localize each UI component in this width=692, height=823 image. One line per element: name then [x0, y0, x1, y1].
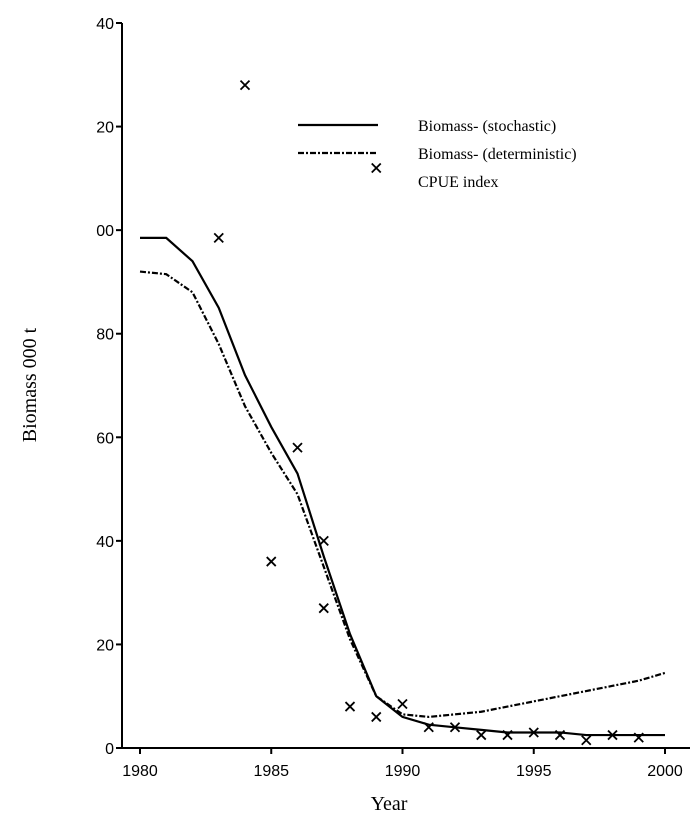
cpue-marker: [554, 729, 566, 741]
cpue-marker: [423, 722, 434, 733]
y-tick-label: 60: [96, 430, 114, 447]
y-tick-label: 0: [105, 741, 114, 758]
cpue-marker: [607, 729, 618, 741]
cpue-marker: [528, 727, 539, 738]
y-axis-label: Biomass 000 t: [19, 327, 41, 442]
x-tick-label: 1995: [516, 763, 552, 780]
cpue-marker: [318, 603, 329, 614]
x-tick-label: 2000: [647, 763, 683, 780]
x-axis-label: Year: [371, 793, 408, 815]
legend-label: Biomass- (stochastic): [418, 118, 556, 135]
legend-label: CPUE index: [418, 174, 498, 191]
cpue-marker: [213, 232, 224, 244]
y-tick-label: 80: [96, 327, 114, 344]
x-tick-label: 1980: [122, 763, 158, 780]
cpue-marker: [633, 732, 644, 743]
cpue-marker: [371, 162, 382, 174]
legend-label: Biomass- (deterministic): [418, 146, 577, 163]
x-tick-label: 1990: [385, 763, 421, 780]
cpue-marker: [292, 442, 303, 453]
cpue-marker: [318, 535, 329, 546]
cpue-marker: [371, 711, 382, 723]
cpue-marker: [266, 556, 277, 567]
series-line: [140, 236, 665, 737]
cpue-marker: [581, 735, 592, 746]
cpue-marker: [476, 729, 487, 741]
cpue-marker: [239, 80, 251, 91]
y-tick-label: 20: [96, 637, 114, 654]
y-tick-label: 40: [96, 534, 114, 551]
cpue-marker: [397, 698, 408, 710]
y-tick-label: 20: [96, 120, 114, 137]
series-line: [139, 270, 666, 719]
cpue-marker: [344, 701, 356, 712]
cpue-marker: [449, 722, 461, 733]
y-tick-label: 40: [96, 16, 114, 33]
x-tick-label: 1985: [253, 763, 289, 780]
y-tick-label: 00: [96, 223, 114, 240]
cpue-marker: [502, 729, 513, 741]
